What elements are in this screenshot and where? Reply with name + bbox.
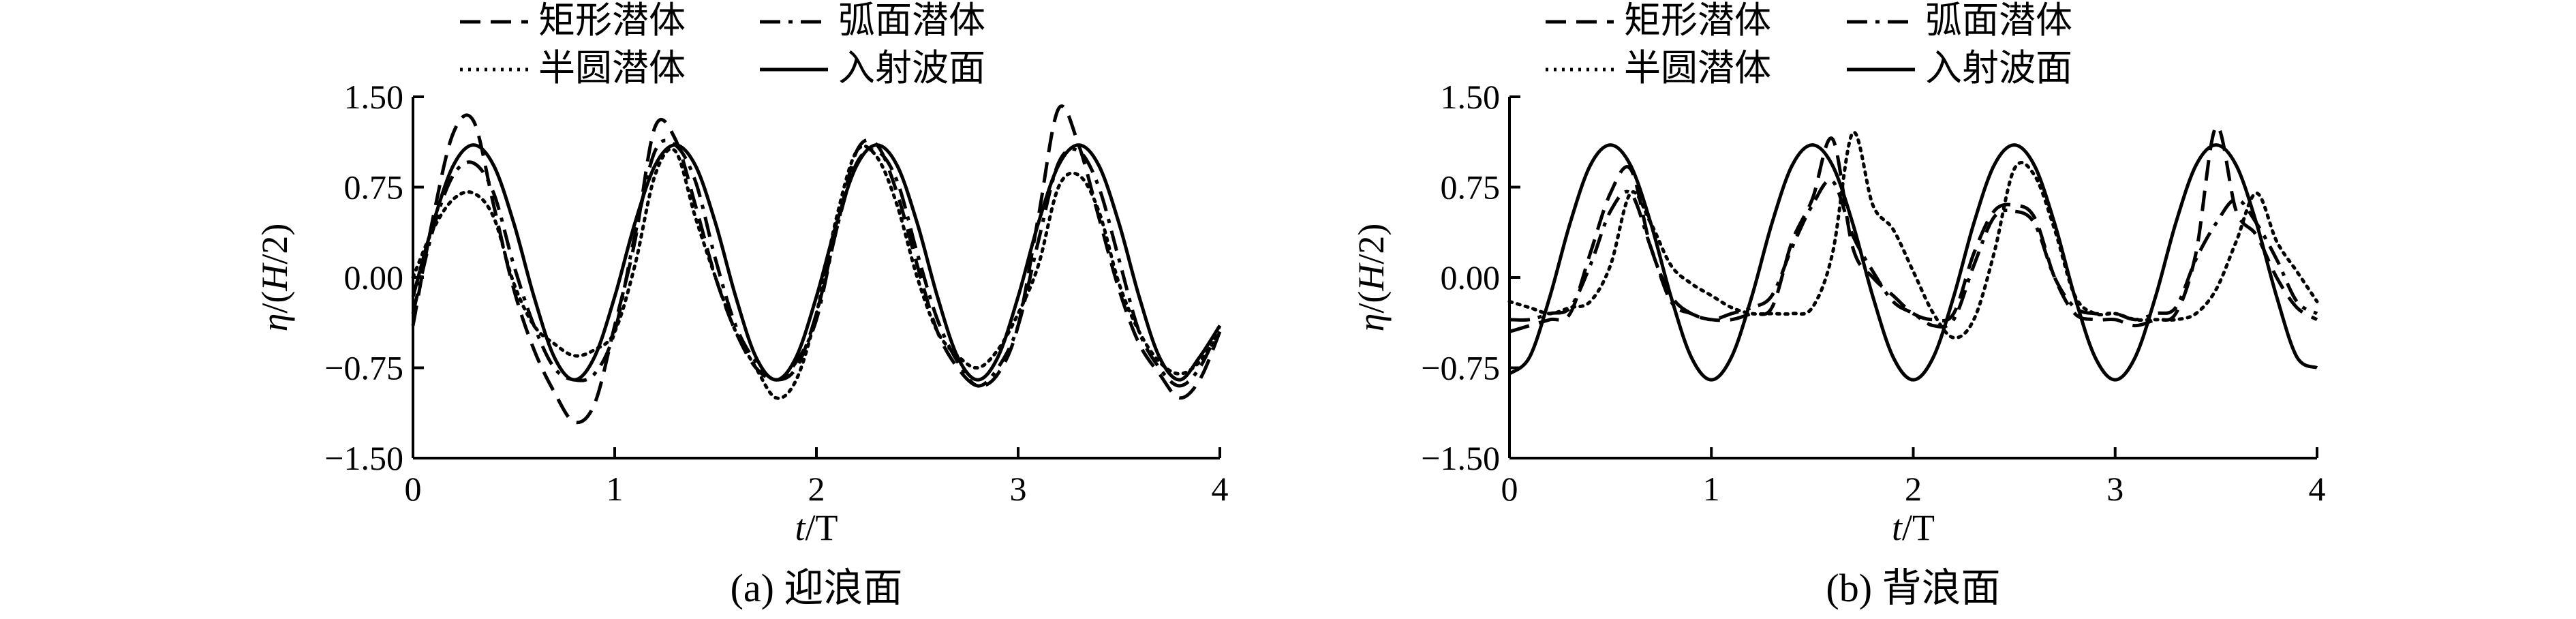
y-axis-label-part: /( bbox=[1351, 291, 1392, 314]
y-tick-label: −0.75 bbox=[324, 349, 403, 387]
chart-b: 1.50 0.75 0.00 −0.75 −1.500 1 2 3 4 η/(H/2) t/T (b)… bbox=[1351, 0, 2326, 610]
legend-label-3: 半圆潜体 bbox=[538, 48, 686, 89]
x-tick-label: 0 bbox=[405, 470, 422, 508]
x-tick-label: 0 bbox=[1501, 470, 1518, 508]
x-tick-label: 1 bbox=[607, 470, 624, 508]
chart-a: 1.50 0.75 0.00 −0.75 −1.500 1 2 3 4 η/(H/2) t/T (a)… bbox=[254, 0, 1229, 610]
y-tick-label: 0.00 bbox=[344, 258, 404, 297]
y-tick-label: 0.75 bbox=[1441, 168, 1501, 207]
x-tick-label: 4 bbox=[1212, 470, 1229, 508]
y-axis-label-part: /2) bbox=[254, 224, 295, 265]
x-axis-label-var: t bbox=[1892, 507, 1903, 548]
x-tick-label: 2 bbox=[808, 470, 825, 508]
y-axis-label-part: /( bbox=[254, 291, 295, 314]
series-line-3 bbox=[411, 144, 1222, 400]
x-tick-label: 1 bbox=[1703, 470, 1720, 508]
x-axis-label: t/T bbox=[1892, 507, 1935, 548]
x-axis-label-var: t bbox=[795, 507, 806, 548]
series-line-4 bbox=[411, 143, 1222, 382]
series-line-4 bbox=[1508, 143, 2318, 382]
legend-label-2: 弧面潜体 bbox=[1925, 0, 2072, 41]
chart-caption: (a) 迎浪面 bbox=[731, 566, 903, 610]
legend-label-1: 矩形潜体 bbox=[538, 0, 686, 41]
y-axis-label-part: η bbox=[1351, 314, 1392, 332]
y-axis-label: η/(H/2) bbox=[254, 224, 295, 332]
legend-label-4: 入射波面 bbox=[1925, 48, 2072, 89]
y-tick-label: 0.00 bbox=[1441, 258, 1501, 297]
legend-label-1: 矩形潜体 bbox=[1624, 0, 1771, 41]
legend-label-3: 半圆潜体 bbox=[1624, 48, 1771, 89]
y-tick-label: 0.75 bbox=[344, 168, 404, 207]
y-tick-label: −1.50 bbox=[324, 439, 403, 477]
x-tick-label: 2 bbox=[1905, 470, 1922, 508]
y-axis-label-part: H bbox=[254, 262, 295, 292]
y-tick-label: −1.50 bbox=[1421, 439, 1500, 477]
y-axis-label-part: /2) bbox=[1351, 224, 1392, 265]
y-axis-label-part: H bbox=[1351, 262, 1392, 292]
x-axis-label-unit: /T bbox=[1902, 507, 1935, 548]
x-tick-label: 4 bbox=[2309, 470, 2326, 508]
y-tick-label: 1.50 bbox=[1441, 78, 1501, 116]
x-tick-label: 3 bbox=[2106, 470, 2123, 508]
x-axis-label-unit: /T bbox=[806, 507, 838, 548]
chart-caption: (b) 背浪面 bbox=[1826, 566, 2000, 610]
y-axis-label-part: η bbox=[254, 314, 295, 332]
x-tick-label: 3 bbox=[1010, 470, 1027, 508]
y-axis-label: η/(H/2) bbox=[1351, 224, 1392, 332]
y-tick-label: 1.50 bbox=[344, 78, 404, 116]
x-axis-label: t/T bbox=[795, 507, 838, 548]
legend-label-2: 弧面潜体 bbox=[838, 0, 985, 41]
series-line-1 bbox=[411, 104, 1222, 425]
legend-label-4: 入射波面 bbox=[838, 48, 985, 89]
y-tick-label: −0.75 bbox=[1421, 349, 1500, 387]
series-line-1 bbox=[1509, 125, 2318, 333]
